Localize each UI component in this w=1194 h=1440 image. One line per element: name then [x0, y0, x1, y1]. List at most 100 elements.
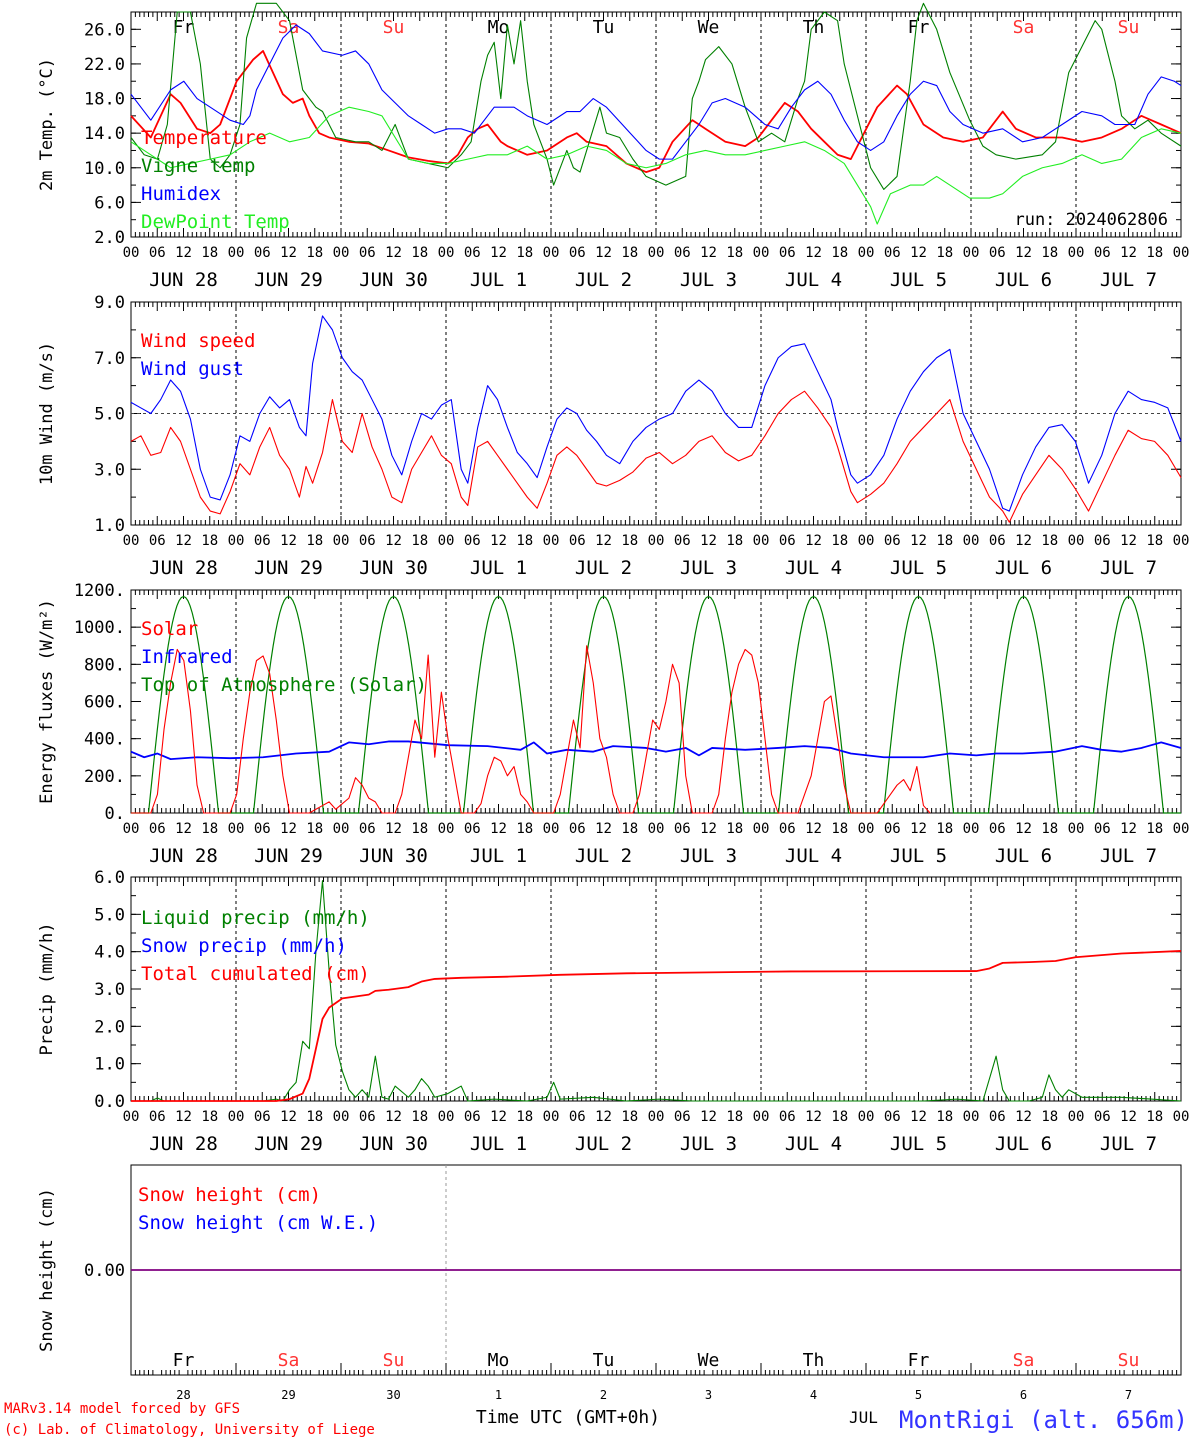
weekday-label: Su	[1118, 1350, 1140, 1371]
x-hour-label: 12	[490, 821, 507, 837]
series-line-total-cumulated-cm-	[131, 950, 1182, 1102]
y-tick-label: 7.0	[94, 349, 125, 369]
x-hour-label: 12	[1120, 1109, 1137, 1125]
day-number-label: 28	[176, 1388, 190, 1402]
x-hour-label: 18	[726, 1109, 743, 1125]
x-hour-label: 18	[516, 821, 533, 837]
x-hour-label: 12	[1015, 245, 1032, 261]
x-hour-label: 18	[1146, 245, 1163, 261]
x-hour-label: 18	[306, 533, 323, 549]
x-hour-label: 18	[936, 821, 953, 837]
x-hour-label: 12	[175, 821, 192, 837]
x-hour-label: 18	[201, 245, 218, 261]
x-hour-label: 00	[543, 533, 560, 549]
day-number-label: 30	[386, 1388, 400, 1402]
x-hour-label: 12	[700, 1109, 717, 1125]
x-hour-label: 00	[1173, 821, 1190, 837]
legend-entry: Temperature	[141, 127, 267, 149]
weekday-label: Sa	[1013, 1350, 1035, 1371]
panel-frame	[130, 589, 1182, 814]
x-hour-label: 00	[543, 821, 560, 837]
x-date-label: JUL 5	[890, 845, 947, 867]
x-hour-label: 18	[936, 245, 953, 261]
y-axis-label: 10m Wind (m/s)	[37, 342, 57, 485]
x-date-label: JUL 4	[785, 269, 842, 291]
x-hour-label: 00	[123, 821, 140, 837]
x-hour-label: 18	[411, 821, 428, 837]
x-date-label: JUN 28	[149, 269, 218, 291]
panel-wind: 1.0 3.0 5.0 7.0 9.0 10m Wind (m/s) 00 06 12 18 JUN…	[37, 293, 1189, 579]
weekday-label: Fr	[173, 17, 195, 38]
x-hour-label: 06	[674, 821, 691, 837]
x-date-label: JUL 7	[1100, 557, 1157, 579]
x-hour-label: 12	[490, 533, 507, 549]
legend-entry: Liquid precip (mm/h)	[141, 907, 370, 929]
footer-copyright: (c) Lab. of Climatology, University of L…	[4, 1422, 375, 1438]
x-hour-label: 00	[648, 1109, 665, 1125]
x-hour-label: 06	[569, 533, 586, 549]
y-tick-label: 9.0	[94, 293, 125, 313]
x-date-label: JUL 1	[470, 557, 527, 579]
x-hour-label: 06	[569, 1109, 586, 1125]
x-hour-label: 12	[1120, 245, 1137, 261]
x-hour-label: 18	[516, 533, 533, 549]
x-hour-label: 06	[464, 821, 481, 837]
weekday-label: Mo	[488, 17, 510, 38]
x-hour-label: 00	[963, 245, 980, 261]
y-tick-label: 600.	[84, 693, 125, 713]
x-hour-label: 12	[385, 245, 402, 261]
x-date-label: JUL 2	[575, 1133, 632, 1155]
y-axis-label: Precip (mm/h)	[37, 922, 57, 1055]
x-date-label: JUL 6	[995, 1133, 1052, 1155]
x-date-label: JUL 5	[890, 269, 947, 291]
x-hour-label: 06	[1094, 821, 1111, 837]
day-number-label: 1	[495, 1388, 502, 1402]
x-date-label: JUL 2	[575, 269, 632, 291]
x-date-label: JUN 30	[359, 845, 428, 867]
x-hour-label: 00	[1068, 821, 1085, 837]
x-date-label: JUL 5	[890, 557, 947, 579]
x-date-label: JUN 30	[359, 269, 428, 291]
x-hour-label: 00	[1068, 245, 1085, 261]
x-hour-label: 12	[595, 245, 612, 261]
x-date-label: JUL 3	[680, 557, 737, 579]
x-hour-label: 06	[1094, 533, 1111, 549]
footer-time-label: Time UTC (GMT+0h)	[476, 1407, 660, 1428]
day-number-label: 3	[705, 1388, 712, 1402]
x-hour-label: 00	[1068, 533, 1085, 549]
day-number-label: 4	[810, 1388, 817, 1402]
x-hour-label: 18	[516, 245, 533, 261]
x-hour-label: 00	[858, 533, 875, 549]
y-tick-label: 5.0	[94, 405, 125, 425]
x-date-label: JUN 28	[149, 1133, 218, 1155]
weekday-label: We	[698, 1350, 720, 1371]
x-hour-label: 12	[595, 1109, 612, 1125]
x-hour-label: 00	[333, 533, 350, 549]
x-hour-label: 00	[963, 1109, 980, 1125]
x-hour-label: 06	[149, 1109, 166, 1125]
x-hour-label: 00	[123, 533, 140, 549]
weekday-label: Mo	[488, 1350, 510, 1371]
x-hour-label: 06	[989, 245, 1006, 261]
x-hour-label: 00	[438, 533, 455, 549]
x-hour-label: 06	[149, 821, 166, 837]
x-date-label: JUL 4	[785, 557, 842, 579]
x-hour-label: 00	[123, 245, 140, 261]
x-date-label: JUL 3	[680, 845, 737, 867]
x-hour-label: 06	[989, 1109, 1006, 1125]
x-hour-label: 12	[805, 821, 822, 837]
weekday-label: Fr	[908, 1350, 930, 1371]
weekday-label: Fr	[908, 17, 930, 38]
x-hour-label: 00	[648, 245, 665, 261]
y-tick-label: 6.0	[94, 868, 125, 888]
day-number-label: 6	[1020, 1388, 1027, 1402]
x-hour-label: 06	[779, 821, 796, 837]
x-hour-label: 06	[149, 533, 166, 549]
x-hour-label: 18	[516, 1109, 533, 1125]
day-number-label: 5	[915, 1388, 922, 1402]
x-hour-label: 00	[333, 245, 350, 261]
x-hour-label: 06	[989, 821, 1006, 837]
legend-entry: Top of Atmosphere (Solar)	[141, 674, 427, 696]
y-tick-label: 1.0	[94, 1055, 125, 1075]
y-tick-label: 2.0	[94, 228, 125, 248]
